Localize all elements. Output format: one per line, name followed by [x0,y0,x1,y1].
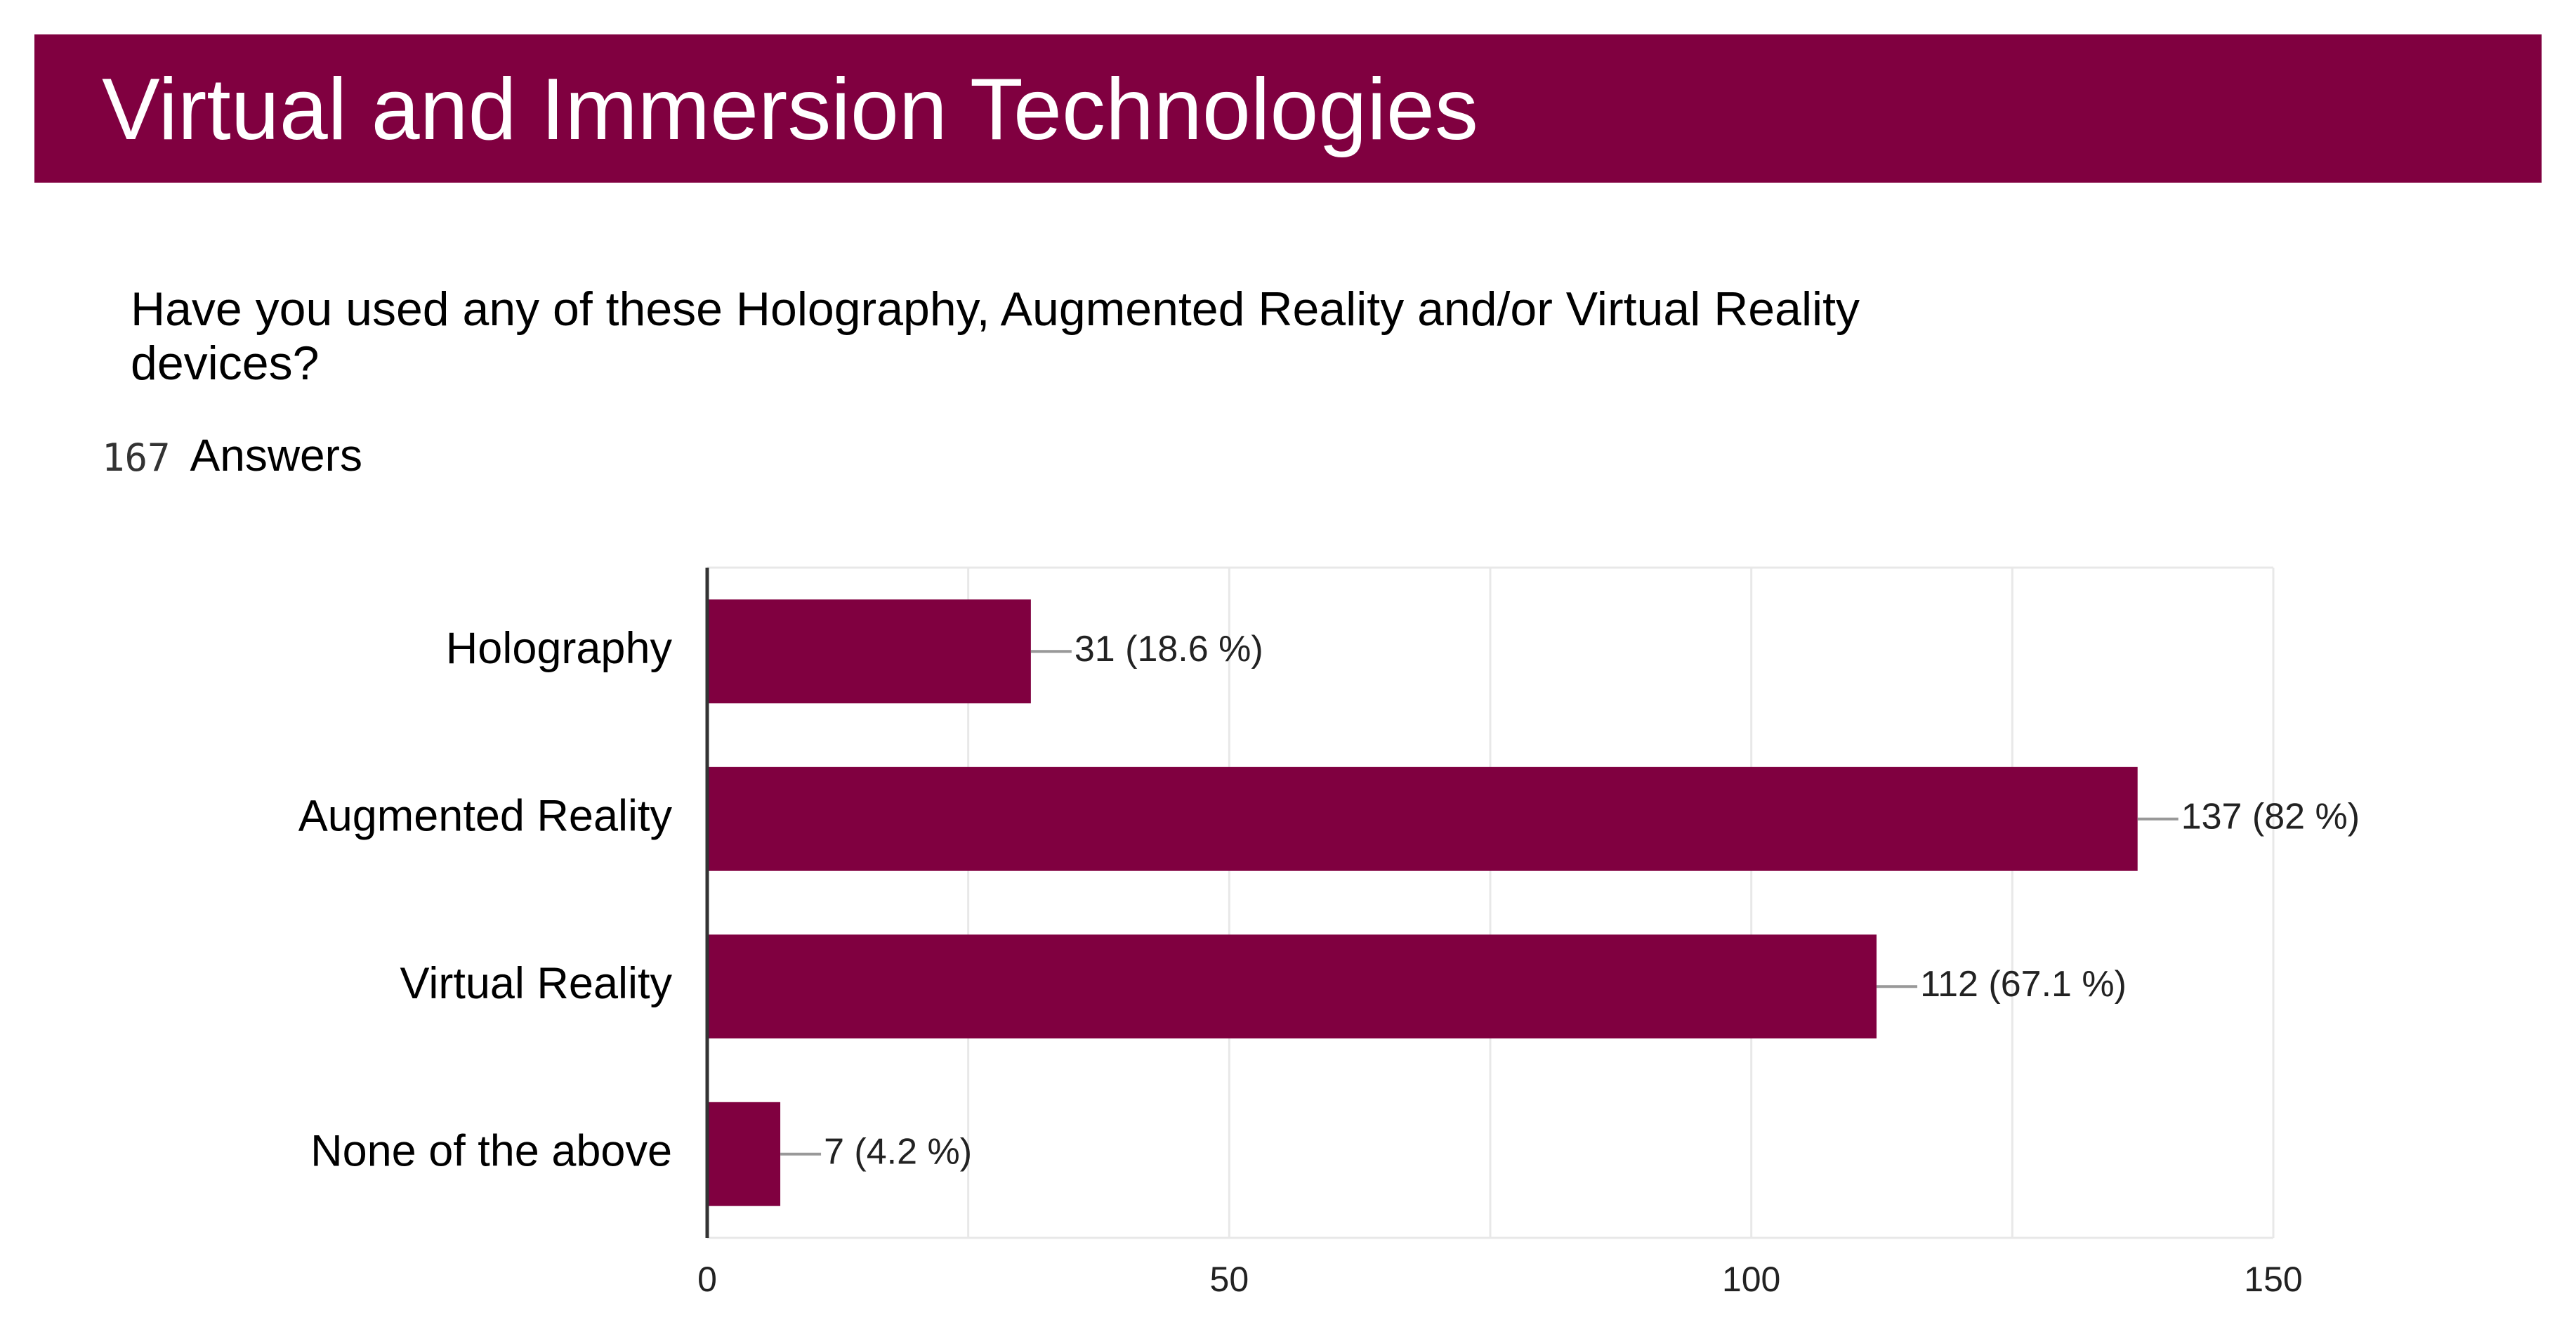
data-label: 7 (4.2 %) [824,1131,972,1172]
bar [707,934,1877,1039]
x-tick-label: 50 [1210,1260,1249,1299]
x-tick-label: 100 [1722,1260,1780,1299]
x-tick-label: 0 [697,1260,717,1299]
x-tick-label: 150 [2244,1260,2302,1299]
category-label: Virtual Reality [400,959,672,1008]
answers-label: Answers [190,430,362,481]
tick-layer: 0 50 100 150 [697,568,2303,1299]
category-label: None of the above [310,1126,672,1175]
category-label: Augmented Reality [298,791,673,840]
bar [707,1102,781,1206]
category-label: Holography [446,624,673,673]
data-label: 112 (67.1 %) [1920,964,2127,1005]
data-label: 137 (82 %) [2181,796,2360,837]
answer-summary: 167 Answers [102,427,362,486]
data-label: 31 (18.6 %) [1075,629,1263,670]
survey-question: Have you used any of these Holography, A… [131,282,1860,390]
slide-title: Virtual and Immersion Technologies [102,61,1478,158]
bar [707,766,2138,871]
answer-count: 167 [102,436,171,480]
label-layer: 31 (18.6 %) Holography 137 (82 %) Augmented… [298,624,2360,1176]
bar [707,599,1031,704]
title-bar: Virtual and Immersion Technologies [34,34,2542,183]
bar-layer [707,599,2138,1206]
